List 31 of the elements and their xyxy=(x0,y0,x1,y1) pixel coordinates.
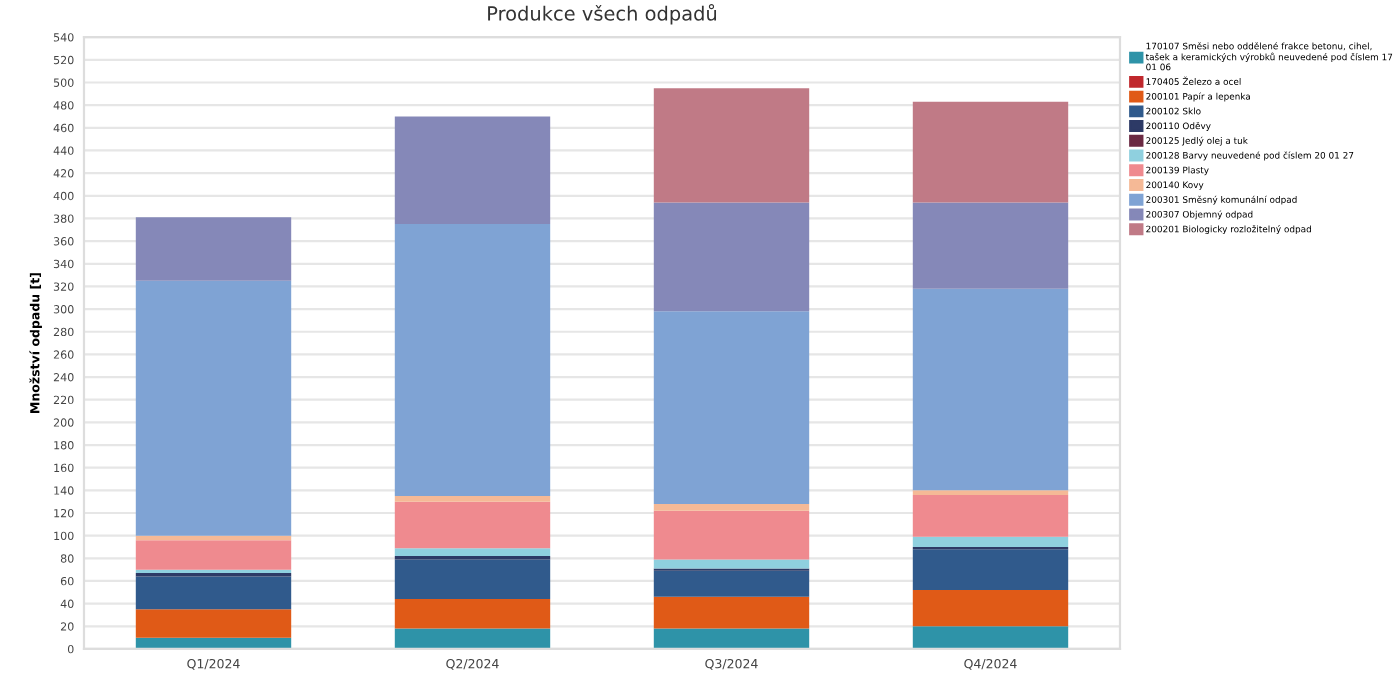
bar xyxy=(653,570,810,597)
bar xyxy=(653,559,810,569)
bar xyxy=(394,599,551,629)
bar xyxy=(135,280,292,536)
bar xyxy=(912,536,1069,547)
bar xyxy=(394,501,551,549)
bar xyxy=(912,288,1069,491)
bar xyxy=(912,494,1069,537)
bar xyxy=(912,590,1069,627)
bar xyxy=(653,503,810,511)
bar xyxy=(394,628,551,649)
bar xyxy=(653,88,810,203)
bar xyxy=(653,510,810,560)
bar xyxy=(394,559,551,600)
bar xyxy=(394,496,551,502)
bar xyxy=(653,596,810,629)
bar xyxy=(394,548,551,557)
bar xyxy=(394,116,551,225)
bar xyxy=(135,576,292,610)
bar xyxy=(653,202,810,312)
bar xyxy=(912,202,1069,289)
bar xyxy=(912,626,1069,649)
bar xyxy=(394,224,551,497)
bar xyxy=(135,609,292,638)
bar xyxy=(912,549,1069,591)
bar xyxy=(653,628,810,649)
bar xyxy=(912,101,1069,203)
bar xyxy=(653,311,810,504)
bar xyxy=(135,217,292,281)
bar xyxy=(135,540,292,570)
chart-title: Produkce všech odpadů xyxy=(488,4,717,25)
